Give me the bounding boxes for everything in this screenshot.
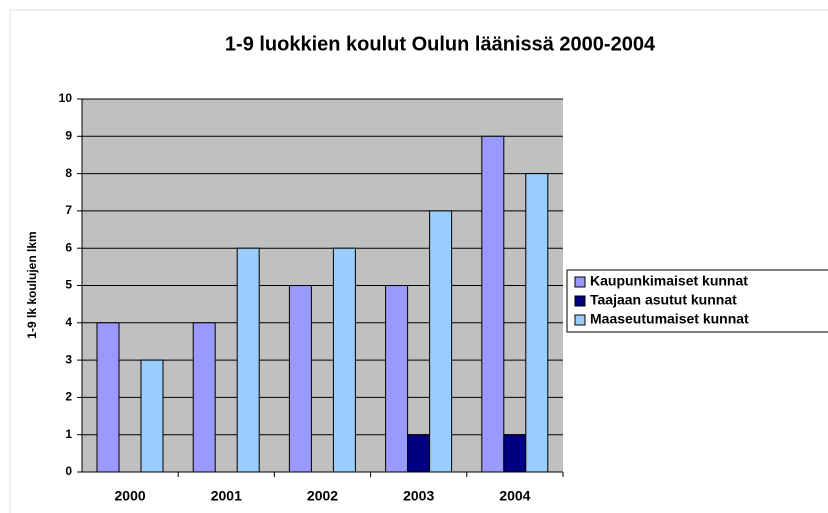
y-axis-label: 1-9 lk koulujen lkm	[25, 231, 39, 338]
legend-swatch	[574, 314, 586, 326]
bar	[503, 434, 527, 473]
y-tick-label: 0	[65, 464, 72, 478]
bar	[96, 322, 120, 473]
bar	[525, 173, 549, 473]
bar	[332, 247, 356, 473]
legend	[566, 269, 828, 333]
bar	[407, 434, 431, 473]
bar	[140, 359, 164, 473]
bar	[429, 210, 453, 473]
y-tick-label: 10	[59, 91, 73, 105]
legend-swatch	[574, 295, 586, 307]
y-tick-label: 8	[65, 166, 72, 180]
x-tick-label: 2004	[499, 488, 530, 504]
x-tick-label: 2001	[211, 488, 242, 504]
bar	[288, 285, 312, 473]
y-tick-label: 5	[65, 278, 72, 292]
bar	[192, 322, 216, 473]
bar	[481, 135, 505, 473]
chart-title: 1-9 luokkien koulut Oulun läänissä 2000-…	[225, 33, 656, 55]
y-tick-label: 1	[65, 427, 72, 441]
legend-label: Maaseutumaiset kunnat	[590, 311, 749, 327]
x-tick-label: 2003	[403, 488, 434, 504]
bar	[385, 285, 409, 473]
legend-swatch	[574, 276, 586, 288]
y-tick-label: 4	[65, 315, 72, 329]
y-tick-label: 7	[65, 203, 72, 217]
y-tick-label: 3	[65, 352, 72, 366]
y-tick-label: 9	[65, 128, 72, 142]
x-tick-label: 2000	[115, 488, 146, 504]
y-tick-label: 6	[65, 240, 72, 254]
legend-label: Kaupunkimaiset kunnat	[590, 273, 748, 289]
y-tick-label: 2	[65, 390, 72, 404]
bar	[236, 247, 260, 473]
legend-label: Taajaan asutut kunnat	[590, 292, 737, 308]
x-tick-label: 2002	[307, 488, 338, 504]
